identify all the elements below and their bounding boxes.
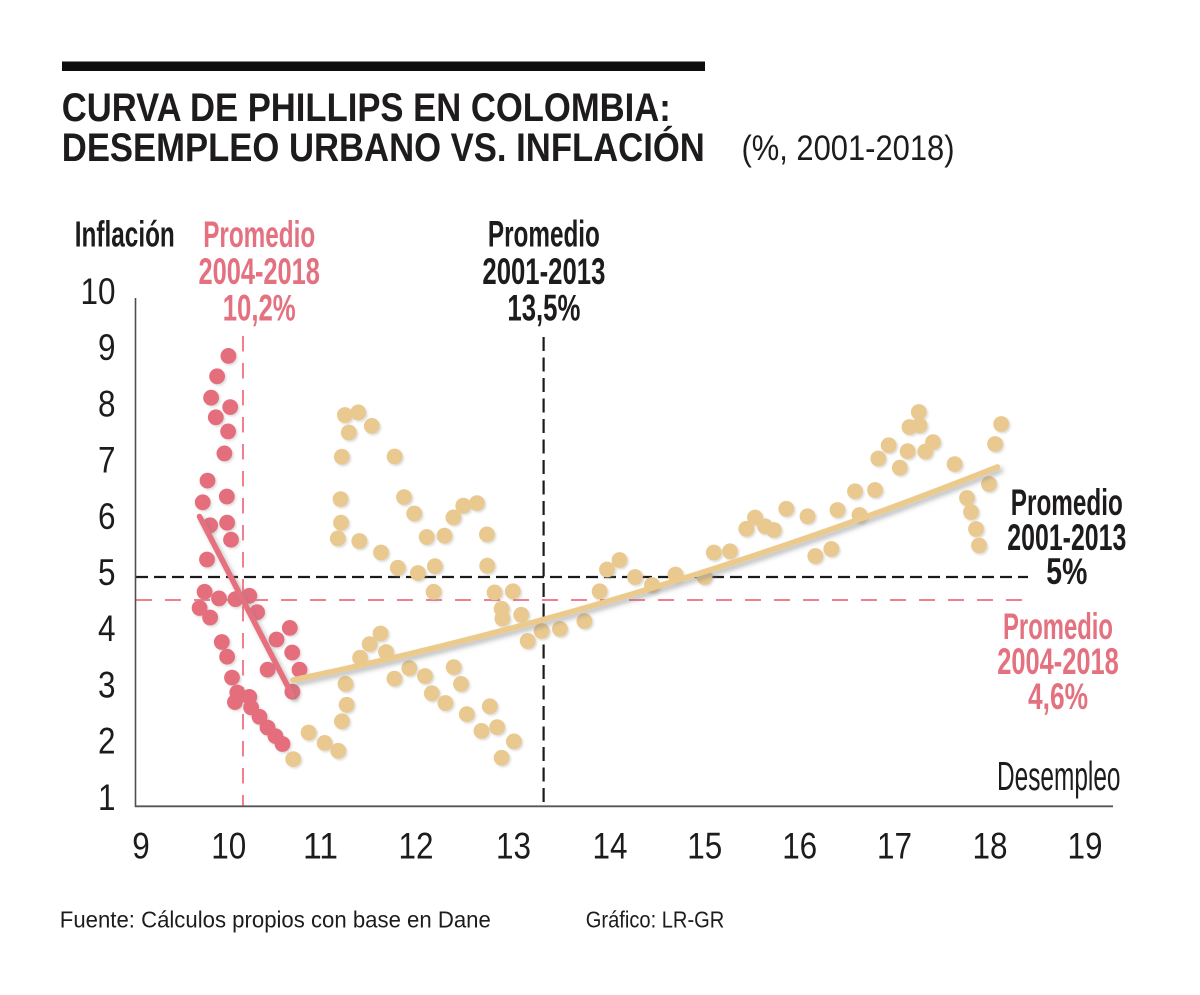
svg-text:2001-2013: 2001-2013 <box>1007 516 1126 558</box>
svg-text:Promedio: Promedio <box>488 213 600 255</box>
svg-text:17: 17 <box>877 825 912 866</box>
svg-text:2004-2018: 2004-2018 <box>198 250 320 292</box>
svg-text:4,6%: 4,6% <box>1028 675 1088 717</box>
svg-text:2001-2013: 2001-2013 <box>482 250 605 292</box>
svg-text:18: 18 <box>973 825 1008 866</box>
svg-text:10: 10 <box>211 825 246 866</box>
svg-text:Fuente: Cálculos propios con b: Fuente: Cálculos propios con base en Dan… <box>60 907 491 933</box>
svg-text:9: 9 <box>98 327 116 368</box>
svg-text:16: 16 <box>782 825 817 866</box>
svg-text:6: 6 <box>98 496 116 537</box>
svg-text:Gráfico: LR-GR: Gráfico: LR-GR <box>586 907 725 933</box>
svg-text:2004-2018: 2004-2018 <box>997 640 1119 682</box>
svg-text:Promedio: Promedio <box>1003 605 1113 647</box>
svg-text:5: 5 <box>98 552 116 593</box>
svg-text:DESEMPLEO URBANO VS. INFLACIÓN: DESEMPLEO URBANO VS. INFLACIÓN <box>62 124 705 170</box>
svg-text:CURVA DE PHILLIPS EN COLOMBIA:: CURVA DE PHILLIPS EN COLOMBIA: <box>62 86 671 130</box>
svg-text:8: 8 <box>98 383 116 424</box>
svg-text:10,2%: 10,2% <box>223 287 296 329</box>
svg-text:12: 12 <box>399 825 434 866</box>
svg-text:19: 19 <box>1068 825 1103 866</box>
svg-text:13: 13 <box>496 825 531 866</box>
svg-text:1: 1 <box>98 777 116 818</box>
svg-text:13,5%: 13,5% <box>507 287 580 329</box>
svg-text:10: 10 <box>81 271 116 312</box>
svg-text:7: 7 <box>98 440 116 481</box>
svg-text:Promedio: Promedio <box>1011 481 1123 523</box>
svg-text:Promedio: Promedio <box>203 213 315 255</box>
svg-text:15: 15 <box>687 825 722 866</box>
svg-text:Desempleo: Desempleo <box>997 753 1121 799</box>
svg-text:14: 14 <box>593 825 628 866</box>
svg-text:3: 3 <box>98 664 116 705</box>
svg-text:Inflación: Inflación <box>75 215 175 255</box>
svg-text:2: 2 <box>98 721 116 762</box>
svg-text:4: 4 <box>98 608 116 649</box>
svg-text:5%: 5% <box>1046 550 1087 592</box>
svg-text:(%, 2001-2018): (%, 2001-2018) <box>742 128 955 168</box>
svg-text:11: 11 <box>303 825 338 866</box>
svg-text:9: 9 <box>132 825 150 866</box>
